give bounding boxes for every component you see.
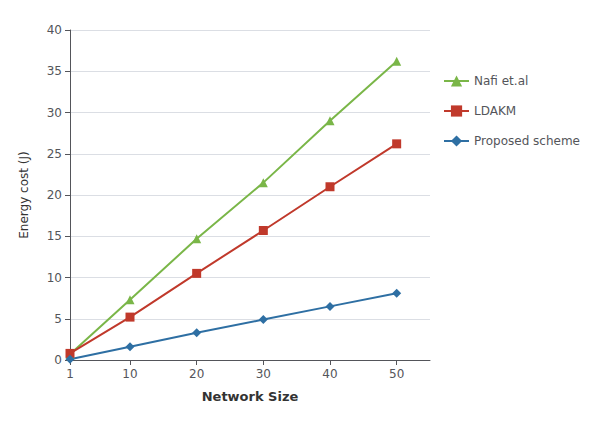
svg-text:Proposed scheme: Proposed scheme: [474, 134, 580, 148]
svg-text:Network Size: Network Size: [202, 389, 299, 404]
svg-text:40: 40: [322, 367, 337, 381]
svg-text:Energy cost (J): Energy cost (J): [17, 151, 31, 238]
svg-text:LDAKM: LDAKM: [474, 104, 516, 118]
svg-text:Nafi et.al: Nafi et.al: [474, 74, 528, 88]
svg-text:10: 10: [47, 271, 62, 285]
svg-text:10: 10: [122, 367, 137, 381]
svg-text:40: 40: [47, 23, 62, 37]
svg-text:20: 20: [189, 367, 204, 381]
svg-text:15: 15: [47, 229, 62, 243]
svg-text:5: 5: [54, 312, 62, 326]
svg-text:20: 20: [47, 188, 62, 202]
svg-text:50: 50: [389, 367, 404, 381]
svg-text:30: 30: [47, 106, 62, 120]
svg-text:1: 1: [66, 367, 74, 381]
svg-text:30: 30: [256, 367, 271, 381]
svg-text:25: 25: [47, 147, 62, 161]
svg-text:0: 0: [54, 353, 62, 367]
svg-text:35: 35: [47, 64, 62, 78]
